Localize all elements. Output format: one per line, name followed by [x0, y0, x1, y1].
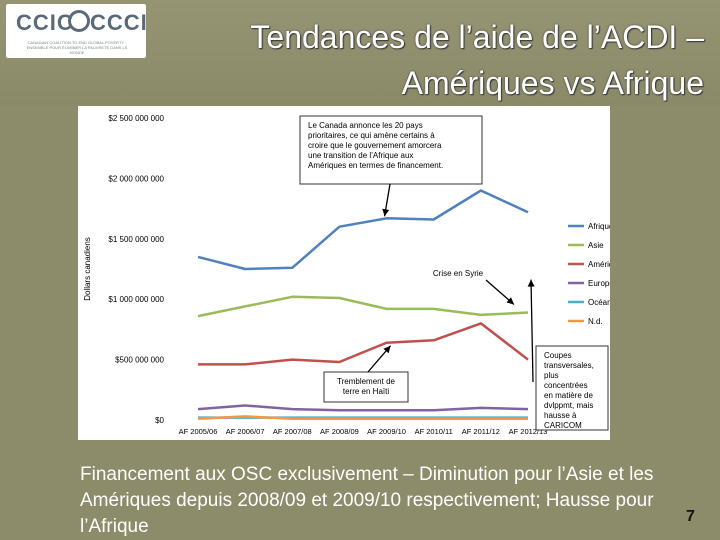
legend-label: Afrique	[588, 222, 610, 231]
annotation-text-caricom: plus	[544, 371, 559, 380]
y-tick-label: $2 000 000 000	[108, 174, 164, 183]
annotation-arrow-syria-head	[506, 297, 514, 305]
annotation-text-caricom: CARICOM	[544, 421, 582, 430]
legend-label: Europe	[588, 279, 610, 288]
logo-subtitle: CANADIAN COALITION TO END GLOBAL POVERTY…	[26, 40, 128, 55]
slide-title-line2: Amériques vs Afrique	[401, 65, 704, 101]
x-tick-label: AF 2009/10	[367, 427, 406, 436]
annotation-text-priority-countries: une transition de l’Afrique aux	[308, 151, 413, 160]
annotation-text-caricom: dvlppmt, mais	[544, 401, 593, 410]
y-tick-label: $2 500 000 000	[108, 114, 164, 123]
legend-label: N.d.	[588, 317, 603, 326]
annotation-text-priority-countries: Amériques en termes de financement.	[308, 161, 443, 170]
annotation-text-caricom: hausse à	[544, 411, 577, 420]
ccic-logo: CCIC CCCI CANADIAN COALITION TO END GLOB…	[6, 4, 148, 58]
annotation-text-caricom: concentrées	[544, 381, 588, 390]
slide-footer-text: Financement aux OSC exclusivement – Dimi…	[80, 464, 654, 537]
series-line-am-rique	[198, 322, 529, 366]
legend-label: Océanie	[588, 298, 610, 307]
logo-left-text: CCIC	[16, 10, 74, 35]
x-tick-label: AF 2012/13	[509, 427, 548, 436]
series-line-europe	[197, 404, 529, 412]
legend-label: Amérique	[588, 260, 610, 269]
annotation-text-caricom: en matière de	[544, 391, 593, 400]
annotation-text-haiti: terre en Haïti	[343, 387, 389, 396]
annotation-box-haiti	[323, 371, 409, 403]
annotation-box-caricom	[535, 345, 609, 431]
page-number: 7	[686, 508, 695, 525]
y-tick-label: $1 500 000 000	[108, 235, 164, 244]
logo-emblem-icon	[68, 10, 90, 32]
annotation-text-caricom: transversales,	[544, 361, 594, 370]
annotation-text-priority-countries: Le Canada annonce les 20 pays	[308, 121, 423, 130]
annotation-arrow-haiti-head	[383, 345, 391, 354]
aid-trend-chart: $0 $500 000 000 $1 000 000 000 $1 500 000 0…	[78, 106, 610, 440]
annotation-text-priority-countries: prioritaires, ce qui amène certains à	[308, 131, 435, 140]
slide-title-line1: Tendances de l’aide de l’ACDI –	[250, 19, 704, 55]
series-line-n-d-	[197, 415, 528, 421]
legend-label: Asie	[588, 241, 604, 250]
y-tick-label: $500 000 000	[115, 356, 164, 365]
x-tick-label: AF 2011/12	[462, 427, 500, 436]
y-tick-label: $0	[155, 416, 164, 425]
chart-canvas: $0 $500 000 000 $1 000 000 000 $1 500 000 0…	[83, 114, 610, 436]
annotation-text-haiti: Tremblement de	[337, 377, 396, 386]
annotation-box-priority-countries	[299, 115, 483, 185]
x-tick-label: AF 2010/11	[415, 427, 453, 436]
annotation-arrow-caricom	[530, 279, 534, 383]
y-tick-label: $1 000 000 000	[108, 295, 164, 304]
x-tick-label: AF 2006/07	[226, 427, 265, 436]
annotation-arrow-priority-countries-head	[382, 208, 390, 217]
logo-right-text: CCCI	[90, 10, 148, 35]
series-line-asie	[197, 295, 529, 318]
series-line-afrique	[197, 189, 529, 271]
annotation-text-caricom: Coupes	[544, 351, 572, 360]
x-tick-label: AF 2007/08	[273, 427, 312, 436]
annotation-text-syria: Crise en Syrie	[433, 269, 484, 278]
y-axis-title: Dollars canadiens	[83, 237, 92, 301]
x-tick-label: AF 2005/06	[179, 427, 218, 436]
x-tick-label: AF 2008/09	[320, 427, 359, 436]
annotation-text-priority-countries: croire que le gouvernement amorcera	[308, 141, 442, 150]
annotation-arrow-caricom-head	[527, 279, 535, 287]
slide-title: Tendances de l’aide de l’ACDI – Amérique…	[184, 14, 704, 106]
